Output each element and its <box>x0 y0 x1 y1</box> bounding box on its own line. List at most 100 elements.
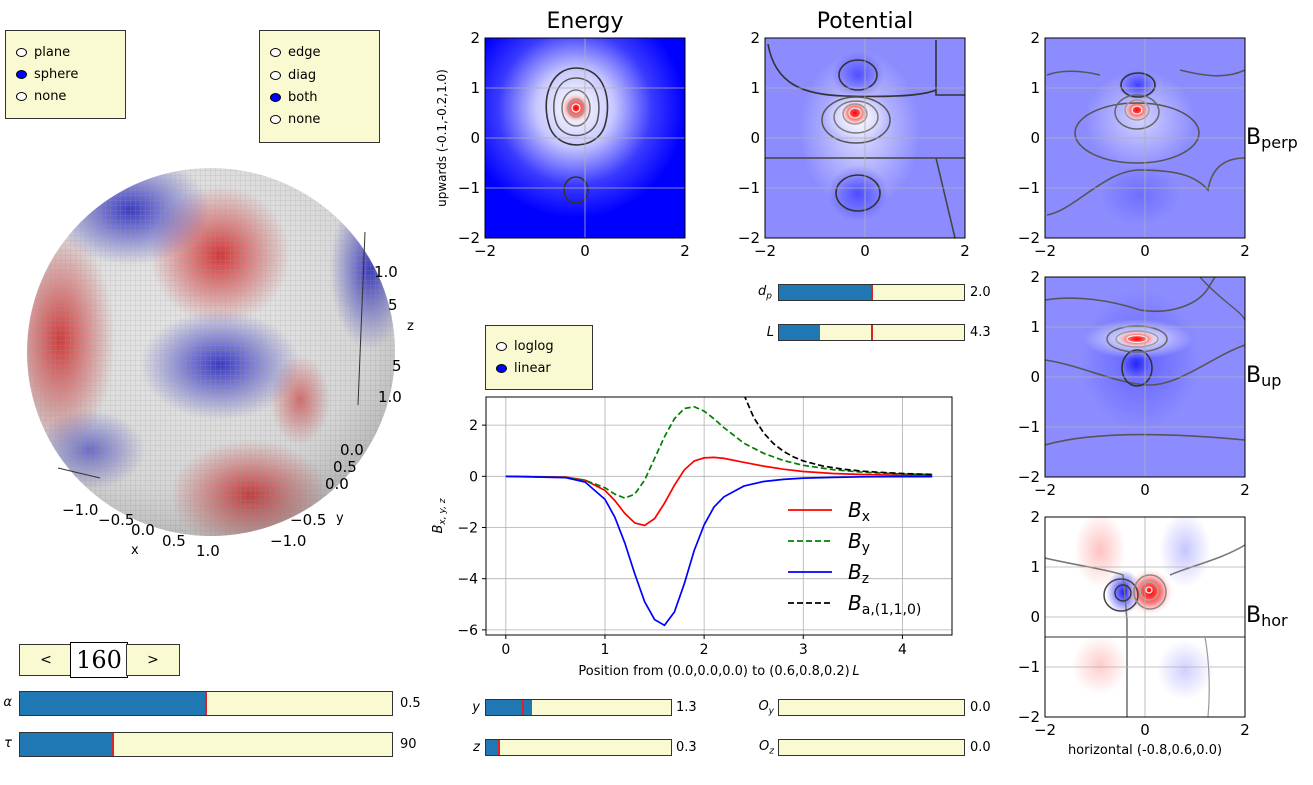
sphere-x-label: x <box>131 543 139 558</box>
radio-sphere-circle[interactable] <box>16 69 27 79</box>
series-line-y <box>505 405 933 500</box>
radio-edge-label: edge <box>288 44 321 60</box>
bhor-contour <box>1133 574 1167 610</box>
Oy-slider[interactable] <box>778 699 965 716</box>
bhor-ytick: −2 <box>1018 708 1040 726</box>
sphere-z-tick-2: 5 <box>388 296 398 314</box>
L-slider-fill <box>779 325 820 340</box>
y-slider-label: y <box>472 700 480 715</box>
bhor-contour <box>1139 581 1159 601</box>
radio-plane[interactable]: plane <box>16 42 70 62</box>
scale-radio-panel: loglog linear <box>485 325 593 390</box>
potential-ytick: −1 <box>738 179 760 197</box>
chart-ytick-label: 0 <box>469 469 478 485</box>
radio-edge-circle[interactable] <box>270 47 281 57</box>
alpha-slider-label: α <box>3 695 12 710</box>
potential-xtick: 2 <box>960 242 970 260</box>
bhor-grid <box>1045 517 1245 717</box>
radio-diag[interactable]: diag <box>270 65 316 85</box>
radio-linear-circle[interactable] <box>496 363 507 373</box>
bhor-pale-red <box>1074 517 1126 588</box>
potential-contour <box>848 107 862 119</box>
bperp-hot-spot <box>1123 98 1151 122</box>
radio-linear[interactable]: linear <box>496 358 551 378</box>
bup-contour <box>1121 349 1153 387</box>
bup-contour <box>1045 344 1245 386</box>
prev-frame-button[interactable]: < <box>19 644 73 676</box>
Oz-slider-label: Oz <box>759 739 774 757</box>
frame-number: 160 <box>76 646 122 674</box>
energy-contour <box>567 98 585 118</box>
dp-slider-value: 2.0 <box>970 285 991 300</box>
series-line-a,(1,1,0) <box>743 397 933 476</box>
sphere-x-tick: 0.5 <box>162 532 186 550</box>
z-slider-value: 0.3 <box>676 740 697 755</box>
radio-none-edge-circle[interactable] <box>270 114 281 124</box>
alpha-slider-value: 0.5 <box>400 696 421 711</box>
radio-none-projection-circle[interactable] <box>16 91 27 101</box>
legend-label: Bz <box>848 560 869 587</box>
potential-frame <box>764 37 966 239</box>
energy-hot-spot <box>560 92 592 124</box>
radio-both-label: both <box>288 89 318 105</box>
potential-ytick: 1 <box>750 79 760 97</box>
y-slider-value: 1.3 <box>676 700 697 715</box>
L-slider-initial-marker <box>870 325 873 340</box>
z-axis-line <box>357 231 366 406</box>
bhor-frame <box>1044 516 1246 718</box>
radio-diag-label: diag <box>288 67 317 83</box>
next-frame-button[interactable]: > <box>126 644 180 676</box>
potential-title: Potential <box>817 9 913 34</box>
heatmap-tick-labels: −2 0 2 2 1 0 −1 −2 −2 0 2 2 1 0 −1 −2 −2… <box>458 29 1250 739</box>
bhor-xtick: −2 <box>1034 721 1056 739</box>
radio-loglog-label: loglog <box>514 338 554 354</box>
potential-ytick: 0 <box>750 129 760 147</box>
radio-linear-label: linear <box>514 360 551 376</box>
radio-sphere[interactable]: sphere <box>16 64 78 84</box>
bup-contour <box>1199 277 1245 321</box>
radio-none-edge[interactable]: none <box>270 109 320 129</box>
chart-xtick-label: 1 <box>601 642 610 658</box>
tau-slider[interactable] <box>19 732 393 757</box>
radio-loglog[interactable]: loglog <box>496 336 554 356</box>
dp-slider-fill <box>779 285 872 300</box>
radio-none-projection-label: none <box>34 88 67 104</box>
field-line-chart: 0 1 2 3 4 2 0 −2 −4 −6 Position from (0.0,0.0,0.0)… <box>431 396 953 679</box>
chart-ytick-label: 2 <box>469 418 478 434</box>
bup-xtick: 2 <box>1240 481 1250 499</box>
bperp-ytick: −2 <box>1018 229 1040 247</box>
L-slider[interactable] <box>778 324 965 341</box>
bhor-contour <box>1204 636 1210 717</box>
radio-edge[interactable]: edge <box>270 42 321 62</box>
bperp-contour <box>1114 94 1160 130</box>
dp-slider[interactable] <box>778 284 965 301</box>
chart-ylabel: Bx, y, z <box>431 498 448 533</box>
radio-plane-circle[interactable] <box>16 47 27 57</box>
energy-title: Energy <box>546 9 623 34</box>
z-slider[interactable] <box>485 739 672 756</box>
radio-loglog-circle[interactable] <box>496 341 507 351</box>
y-slider[interactable] <box>485 699 672 716</box>
bperp-xtick: 2 <box>1240 242 1250 260</box>
energy-xtick: 0 <box>580 242 590 260</box>
alpha-slider[interactable] <box>19 691 393 716</box>
bhor-contour <box>1045 557 1128 717</box>
radio-none-projection[interactable]: none <box>16 86 66 106</box>
bperp-contour <box>1046 157 1245 216</box>
bhor-contour <box>1103 578 1139 612</box>
bhor-contour <box>1114 584 1132 602</box>
chart-xtick-label: 0 <box>501 642 510 658</box>
Oy-slider-value: 0.0 <box>970 700 991 715</box>
bup-grid <box>1045 277 1245 477</box>
energy-ytick: −2 <box>458 229 480 247</box>
radio-both-circle[interactable] <box>270 92 281 102</box>
bup-ytick: 0 <box>1030 368 1040 386</box>
sphere-x-tick: 0.0 <box>131 521 155 539</box>
bup-ytick: −1 <box>1018 418 1040 436</box>
Oz-slider[interactable] <box>778 739 965 756</box>
series-line-x <box>505 456 933 527</box>
radio-diag-circle[interactable] <box>270 70 281 80</box>
projection-radio-panel: plane sphere none <box>5 30 126 119</box>
radio-both[interactable]: both <box>270 87 318 107</box>
sphere-3d-plot[interactable]: 1.0 5 z 5 1.0 −1.0 −0.5 0.0 0.5 0.0 y −1… <box>0 150 430 570</box>
